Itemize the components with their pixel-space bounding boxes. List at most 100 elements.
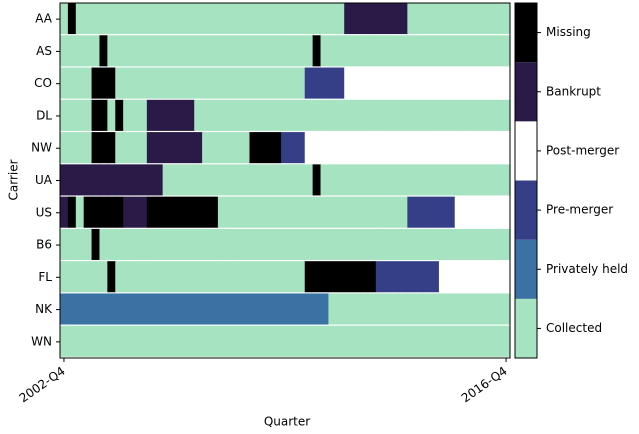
heatmap-cell <box>186 3 195 35</box>
heatmap-cell <box>146 325 156 357</box>
heatmap-cell <box>257 228 266 260</box>
heatmap-cell <box>146 261 156 293</box>
heatmap-cell <box>281 325 290 357</box>
heatmap-cell <box>304 132 314 164</box>
heatmap-cell <box>154 67 164 99</box>
heatmap-cell <box>502 164 511 196</box>
heatmap-cell <box>217 67 227 99</box>
heatmap-cell <box>446 261 456 293</box>
heatmap-cell <box>304 164 314 196</box>
heatmap-cell <box>146 196 156 228</box>
heatmap-cell <box>502 293 511 325</box>
heatmap-cell <box>217 132 227 164</box>
heatmap-cell <box>281 228 290 260</box>
heatmap-cell <box>454 132 464 164</box>
heatmap-cell <box>115 67 124 99</box>
heatmap-cell <box>431 196 440 228</box>
heatmap-cell <box>194 99 203 131</box>
heatmap-cell <box>478 293 487 325</box>
heatmap-cell <box>154 164 164 196</box>
heatmap-cell <box>502 67 511 99</box>
heatmap-cell <box>336 99 345 131</box>
heatmap-cell <box>60 261 69 293</box>
heatmap-cell <box>328 99 337 131</box>
heatmap-cell <box>123 67 132 99</box>
heatmap-cell <box>75 325 85 357</box>
heatmap-cell <box>131 293 140 325</box>
heatmap-cell <box>138 261 148 293</box>
heatmap-cell <box>67 261 77 293</box>
heatmap-cell <box>115 99 124 131</box>
heatmap-cell <box>194 164 203 196</box>
heatmap-cell <box>178 35 187 67</box>
heatmap-cell <box>60 67 69 99</box>
heatmap-cell <box>99 325 108 357</box>
heatmap-cell <box>75 261 85 293</box>
heatmap-cell <box>146 132 156 164</box>
heatmap-cell <box>146 3 156 35</box>
heatmap-cell <box>288 228 298 260</box>
heatmap-cell <box>296 293 306 325</box>
heatmap-cell <box>478 99 487 131</box>
colorbar-tick-label: Missing <box>546 25 591 39</box>
heatmap-cell <box>273 228 282 260</box>
heatmap-cell <box>115 132 124 164</box>
heatmap-cell <box>202 67 211 99</box>
heatmap-cell <box>431 293 440 325</box>
heatmap-cell <box>320 99 329 131</box>
heatmap-cell <box>344 228 353 260</box>
heatmap-cell <box>407 35 416 67</box>
heatmap-cell <box>257 164 266 196</box>
heatmap-cell <box>486 99 495 131</box>
heatmap-cell <box>67 67 77 99</box>
heatmap-cell <box>281 196 290 228</box>
heatmap-cell <box>312 35 321 67</box>
heatmap-cell <box>328 3 337 35</box>
heatmap-cell <box>67 325 77 357</box>
heatmap-cell <box>91 67 100 99</box>
heatmap-cell <box>138 3 148 35</box>
heatmap-cell <box>67 164 77 196</box>
heatmap-cell <box>344 3 353 35</box>
heatmap-cell <box>186 325 195 357</box>
heatmap-cell <box>502 99 511 131</box>
heatmap-cell <box>202 325 211 357</box>
heatmap-cell <box>462 325 471 357</box>
heatmap-cell <box>154 35 164 67</box>
heatmap-cell <box>241 261 250 293</box>
heatmap-cell <box>431 228 440 260</box>
heatmap-cell <box>304 293 314 325</box>
heatmap-cell <box>454 67 464 99</box>
heatmap-cell <box>415 196 424 228</box>
heatmap-cell <box>75 99 85 131</box>
heatmap-cell <box>107 35 116 67</box>
y-axis-label: Carrier <box>7 159 21 200</box>
heatmap-cell <box>162 132 171 164</box>
heatmap-cell <box>67 228 77 260</box>
heatmap-cell <box>75 35 85 67</box>
heatmap-cell <box>296 3 306 35</box>
heatmap-cell <box>107 3 116 35</box>
heatmap-cell <box>210 164 219 196</box>
heatmap-cell <box>265 67 274 99</box>
heatmap-cell <box>415 132 424 164</box>
heatmap-cell <box>431 35 440 67</box>
heatmap-cell <box>328 228 337 260</box>
heatmap-cell <box>367 325 377 357</box>
heatmap-cell <box>91 196 100 228</box>
heatmap-cell <box>446 35 456 67</box>
heatmap-cell <box>360 196 369 228</box>
heatmap-cell <box>138 325 148 357</box>
heatmap-cell <box>273 164 282 196</box>
y-tick-label: UA <box>35 173 53 187</box>
heatmap-cell <box>225 67 235 99</box>
heatmap-cell <box>478 67 487 99</box>
heatmap-cell <box>352 67 361 99</box>
heatmap-cell <box>178 67 187 99</box>
heatmap-cell <box>99 293 108 325</box>
heatmap-cell <box>454 99 464 131</box>
heatmap-cell <box>446 293 456 325</box>
heatmap-cell <box>470 325 479 357</box>
heatmap-cell <box>210 196 219 228</box>
heatmap-cell <box>438 3 448 35</box>
